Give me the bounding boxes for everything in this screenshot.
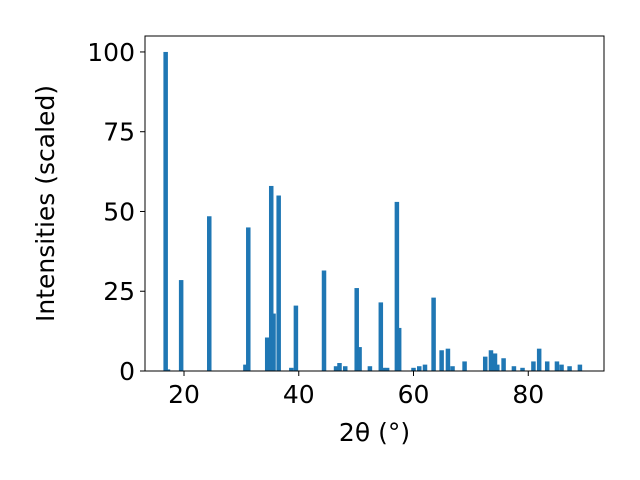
y-tick-label: 0 [119, 357, 135, 386]
bar [384, 367, 390, 371]
x-tick-label: 40 [283, 380, 315, 409]
bar [367, 366, 373, 371]
bar [271, 313, 276, 371]
bar [554, 361, 560, 371]
bar [422, 364, 428, 371]
bar [178, 280, 184, 371]
y-tick-label: 75 [103, 118, 135, 147]
bar [536, 348, 542, 371]
bar [246, 227, 251, 371]
bar [354, 288, 359, 371]
bar [243, 364, 248, 371]
bar [264, 337, 270, 371]
bar [276, 195, 281, 371]
x-axis-ticks: 20 40 60 80 [168, 371, 544, 409]
bar [445, 348, 451, 371]
bar [431, 297, 436, 371]
bar [380, 367, 386, 371]
plot-frame [144, 35, 605, 372]
bar [520, 367, 525, 371]
y-tick-label: 25 [103, 277, 135, 306]
x-tick-label: 20 [168, 380, 200, 409]
y-axis-ticks: 0 25 50 75 100 [87, 38, 145, 386]
bar [482, 356, 488, 371]
bar [492, 353, 498, 371]
bar [511, 366, 517, 371]
bar [396, 327, 402, 371]
bar [488, 350, 494, 371]
bar [411, 367, 416, 371]
bar [337, 363, 342, 371]
bar [357, 347, 362, 371]
bar [462, 361, 467, 371]
bar [439, 350, 444, 371]
bar [293, 305, 299, 371]
bar [268, 185, 274, 371]
bar [567, 366, 572, 371]
x-tick-label: 60 [398, 380, 430, 409]
bar [289, 367, 294, 371]
bar [544, 361, 550, 371]
x-tick-label: 80 [512, 380, 544, 409]
bar [531, 361, 536, 371]
bar-series [163, 51, 583, 371]
bar [342, 366, 348, 371]
y-tick-label: 50 [103, 197, 135, 226]
bar [577, 364, 583, 371]
bar [501, 358, 506, 371]
bar [559, 364, 564, 371]
y-axis-label: Intensities (scaled) [31, 85, 60, 322]
bar [207, 216, 212, 371]
bar [495, 364, 500, 371]
bar [333, 366, 339, 371]
y-tick-label: 100 [87, 38, 135, 67]
bar [417, 366, 422, 371]
bar [321, 270, 327, 371]
bar [450, 366, 455, 371]
bar [394, 201, 400, 371]
x-axis-label: 2θ (°) [339, 418, 410, 447]
bar [163, 51, 168, 371]
bar [378, 302, 384, 371]
bar [165, 369, 171, 371]
